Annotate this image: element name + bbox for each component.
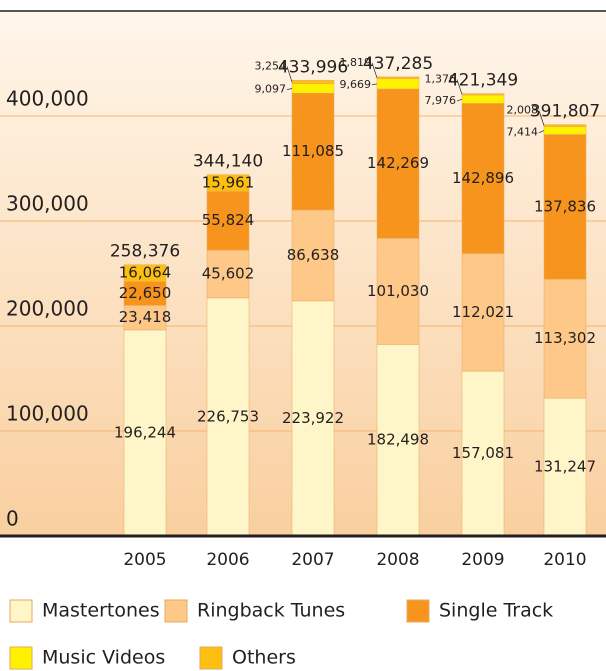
total-label: 258,376 (110, 242, 180, 262)
bar-segment (376, 78, 420, 90)
segment-label: 137,836 (534, 197, 596, 215)
segment-label: 1,376 (425, 73, 457, 86)
segment-label: 131,247 (534, 458, 596, 476)
bar-segment (543, 126, 587, 135)
leader-line (456, 79, 463, 95)
segment-label: 15,961 (202, 174, 255, 192)
bar-segment (543, 124, 587, 127)
legend-label: Music Videos (42, 647, 165, 669)
bar-segment (461, 370, 505, 537)
bar-segment (123, 264, 167, 282)
leader-line (371, 62, 378, 78)
segment-label: 226,753 (197, 407, 259, 425)
total-label: 433,996 (278, 57, 348, 77)
x-tick-label: 2007 (291, 550, 334, 570)
segment-label: 7,976 (425, 94, 457, 107)
legend-swatch (406, 599, 430, 623)
total-label: 391,807 (530, 102, 600, 122)
bar-segment (543, 278, 587, 399)
leader-line (538, 130, 545, 134)
x-tick-label: 2010 (543, 550, 586, 570)
segment-label: 45,602 (202, 264, 255, 282)
x-tick-label: 2009 (461, 550, 504, 570)
bar-segment (543, 397, 587, 537)
x-tick-label: 2005 (123, 550, 166, 570)
legend-swatch (199, 646, 223, 670)
segment-label: 111,085 (282, 142, 344, 160)
bar-segment (206, 191, 250, 251)
segment-label: 9,669 (340, 78, 372, 91)
segment-label: 2,008 (507, 104, 539, 117)
bar-segment (543, 134, 587, 280)
legend-swatch (9, 646, 33, 670)
segment-label: 55,824 (202, 211, 255, 229)
total-label: 421,349 (448, 71, 518, 91)
segment-label: 112,021 (452, 303, 514, 321)
segment-label: 223,922 (282, 409, 344, 427)
bar-segment (123, 305, 167, 331)
leader-line (286, 88, 293, 91)
legend-label: Ringback Tunes (197, 600, 345, 622)
segment-label: 157,081 (452, 444, 514, 462)
segment-label: 142,896 (452, 169, 514, 187)
segment-label: 1,819 (340, 56, 372, 69)
segment-label: 7,414 (507, 126, 539, 139)
legend-label: Mastertones (42, 600, 160, 622)
y-tick-label: 400,000 (6, 87, 89, 111)
total-label: 437,285 (363, 54, 433, 74)
bar-segment (376, 76, 420, 80)
x-tick-label: 2006 (206, 550, 249, 570)
bar-segment (206, 174, 250, 192)
bar-segment (123, 329, 167, 537)
legend-swatch (164, 599, 188, 623)
segment-label: 142,269 (367, 154, 429, 172)
bar-segment (376, 344, 420, 537)
bar-segment (376, 88, 420, 239)
segment-label: 16,064 (119, 264, 172, 282)
leader-line (286, 66, 293, 83)
bar-segment (206, 249, 250, 299)
bar-segment (376, 238, 420, 345)
segment-label: 3,254 (255, 59, 287, 72)
bar-segment (461, 93, 505, 96)
segment-label: 196,244 (114, 423, 176, 441)
bar-segment (291, 83, 335, 94)
segment-label: 23,418 (119, 308, 172, 326)
bar-segment (291, 300, 335, 537)
bar-segment (461, 253, 505, 372)
leader-line (456, 98, 463, 102)
segment-label: 22,650 (119, 284, 172, 302)
segment-label: 86,638 (287, 246, 340, 264)
bar-segment (461, 103, 505, 254)
leader-line (371, 83, 378, 86)
y-tick-label: 0 (6, 507, 19, 531)
segment-label: 9,097 (255, 83, 287, 96)
bar-segment (206, 297, 250, 537)
legend-swatch (9, 599, 33, 623)
total-label: 344,140 (193, 152, 263, 172)
segment-label: 113,302 (534, 329, 596, 347)
x-tick-label: 2008 (376, 550, 419, 570)
y-tick-label: 200,000 (6, 297, 89, 321)
legend-label: Others (232, 647, 296, 669)
bar-segment (291, 80, 335, 84)
segment-label: 101,030 (367, 282, 429, 300)
leader-line (538, 110, 545, 126)
bar-segment (291, 93, 335, 211)
segment-label: 182,498 (367, 431, 429, 449)
y-tick-label: 100,000 (6, 402, 89, 426)
bar-segment (461, 94, 505, 104)
legend-label: Single Track (439, 600, 553, 622)
y-tick-label: 300,000 (6, 192, 89, 216)
